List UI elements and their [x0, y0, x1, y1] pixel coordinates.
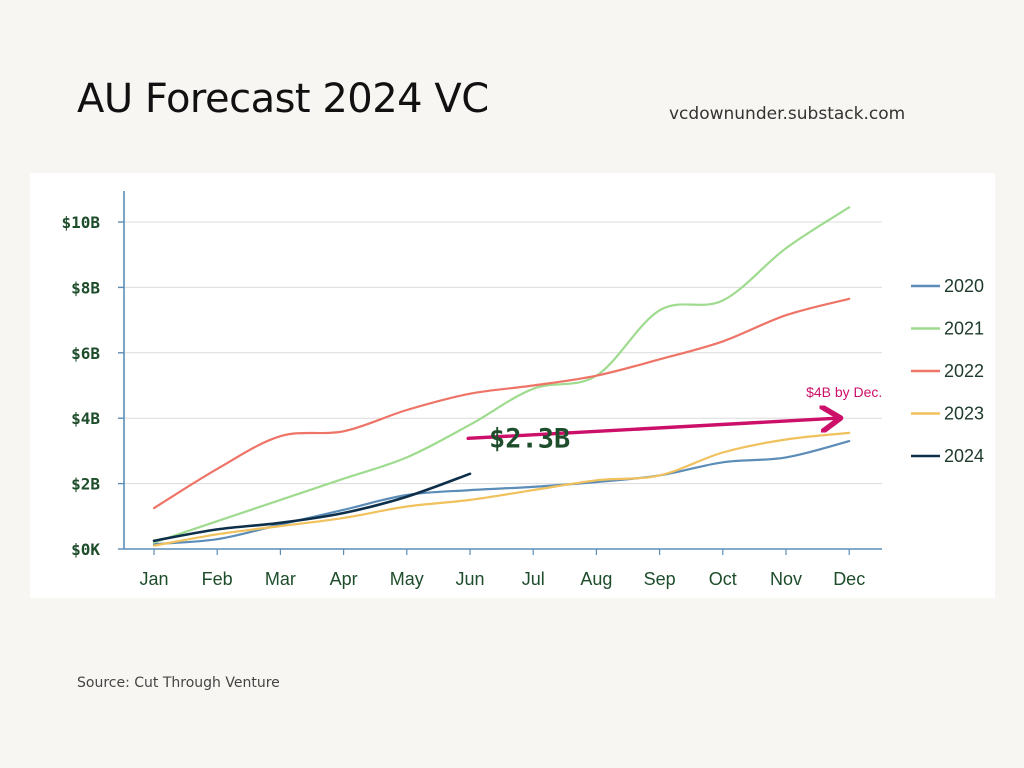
legend-label-2024: 2024 [944, 446, 984, 466]
x-tick-label: Jun [455, 569, 484, 589]
x-tick-label: Sep [644, 569, 676, 589]
series-line-2021 [152, 206, 851, 544]
legend-label-2020: 2020 [944, 276, 984, 296]
chart-card: $0K $2B $4B $6B $8B $10B Jan Feb Mar Apr May Jun Ju… [30, 173, 995, 598]
series-line-2023 [152, 431, 851, 547]
x-tick-label: Nov [770, 569, 802, 589]
x-tick-label: Mar [265, 569, 296, 589]
legend-label-2023: 2023 [944, 404, 984, 424]
y-tick-label: $8B [71, 278, 100, 297]
x-tick-label: Feb [202, 569, 233, 589]
y-tick-labels: $0K $2B $4B $6B $8B $10B [61, 213, 100, 559]
annotations: $4B by Dec. $2.3B [466, 384, 882, 454]
y-tick-label: $0K [71, 540, 100, 559]
x-tick-label: Jul [522, 569, 545, 589]
legend: 2020 2021 2022 2023 2024 [911, 276, 984, 466]
axes [123, 191, 882, 550]
x-tick-label: Dec [833, 569, 865, 589]
x-tick-label: Jan [139, 569, 168, 589]
page-title: AU Forecast 2024 VC [77, 76, 489, 122]
site-url: vcdownunder.substack.com [669, 104, 906, 124]
legend-label-2022: 2022 [944, 361, 984, 381]
x-tick-label: Apr [330, 569, 358, 589]
forecast-label: $4B by Dec. [806, 384, 882, 400]
legend-label-2021: 2021 [944, 319, 984, 339]
source-note: Source: Cut Through Venture [77, 675, 280, 691]
x-tick-label: Oct [709, 569, 737, 589]
gridlines [118, 221, 882, 550]
x-tick-label: Aug [580, 569, 612, 589]
y-tick-label: $4B [71, 409, 100, 428]
x-tick-labels: Jan Feb Mar Apr May Jun Jul Aug Sep Oct Nov Dec [139, 549, 865, 589]
line-chart: $0K $2B $4B $6B $8B $10B Jan Feb Mar Apr May Jun Ju… [61, 191, 984, 589]
y-tick-label: $6B [71, 344, 100, 363]
series-line-2022 [152, 297, 851, 510]
current-value-label: $2.3B [489, 423, 570, 454]
x-tick-label: May [390, 569, 424, 589]
y-tick-label: $2B [71, 475, 100, 494]
series-lines [152, 206, 851, 547]
series-line-2024 [152, 472, 472, 543]
forecast-arrow [466, 418, 837, 441]
y-tick-label: $10B [61, 213, 100, 232]
